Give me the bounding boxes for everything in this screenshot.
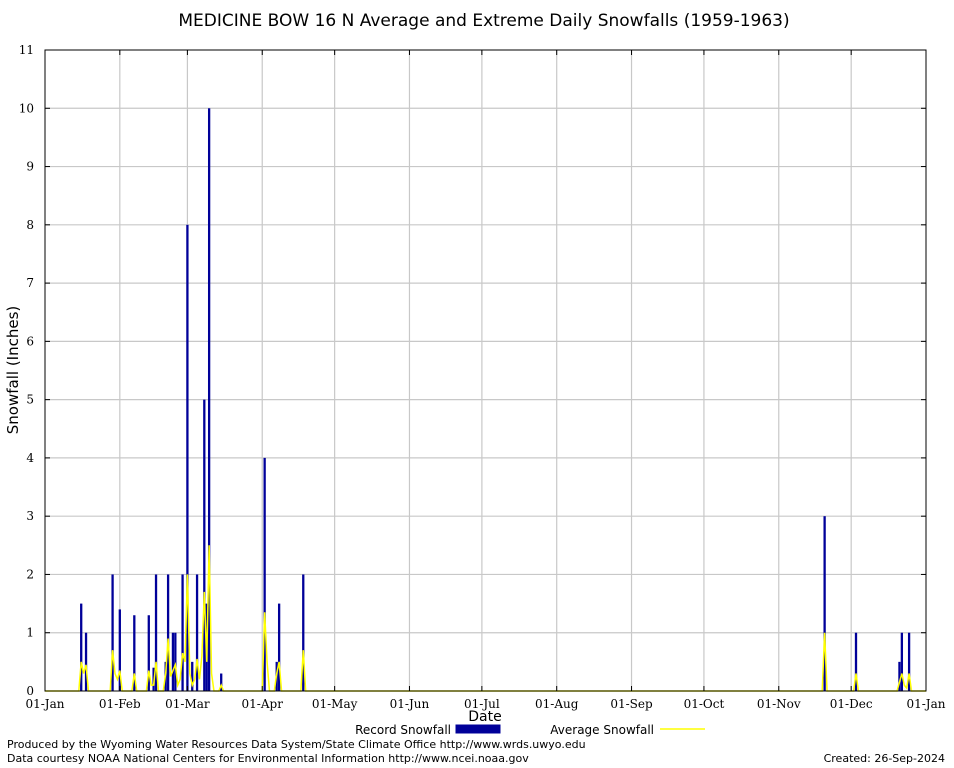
record-bar: [823, 516, 826, 691]
record-bar: [263, 457, 266, 691]
y-axis-label: Snowfall (Inches): [4, 306, 22, 434]
x-tick-label: 01-Apr: [242, 697, 284, 711]
x-tick-label: 01-Jan: [25, 697, 64, 711]
chart-title: MEDICINE BOW 16 N Average and Extreme Da…: [178, 11, 789, 31]
record-bar: [174, 632, 177, 691]
average-snowfall-line-group: [45, 545, 926, 692]
axis-ticks: 0 1 2 3 4 5 6 7 8 9 10 11 01-Jan 01-Feb 01-Mar 01-Apr 01…: [19, 43, 946, 711]
record-bar: [166, 574, 170, 691]
record-bar: [203, 399, 206, 691]
y-tick-label: 9: [26, 160, 34, 174]
x-tick-label: 01-Feb: [99, 697, 141, 711]
record-bar: [118, 609, 121, 691]
record-bar: [186, 224, 189, 691]
record-bar: [181, 574, 184, 691]
grid: [45, 50, 926, 691]
x-tick-label: 01-Mar: [165, 697, 210, 711]
record-bar: [900, 632, 904, 691]
y-tick-label: 7: [26, 276, 34, 290]
legend-average-label: Average Snowfall: [550, 723, 654, 737]
record-bar: [133, 615, 136, 691]
record-bar: [907, 632, 911, 691]
record-bar: [147, 615, 150, 691]
record-bar: [277, 603, 281, 691]
record-snowfall-bars: [80, 108, 911, 692]
y-tick-label: 2: [26, 567, 34, 581]
record-bar: [191, 661, 194, 691]
record-bar: [207, 108, 211, 692]
x-tick-label: 01-Jul: [464, 697, 500, 711]
record-bar: [80, 603, 83, 691]
credit-line-2: Data courtesy NOAA National Centers for …: [7, 752, 529, 765]
x-tick-label: 01-May: [312, 697, 358, 711]
y-tick-label: 11: [19, 43, 34, 57]
x-axis-label: Date: [468, 709, 501, 725]
y-tick-label: 10: [19, 101, 34, 115]
y-tick-label: 1: [26, 626, 34, 640]
record-bar: [154, 574, 158, 691]
legend: Record Snowfall Average Snowfall: [355, 723, 705, 737]
credit-line-1: Produced by the Wyoming Water Resources …: [7, 738, 586, 751]
x-tick-label: 01-Nov: [757, 697, 801, 711]
x-tick-label: 01-Oct: [684, 697, 725, 711]
x-tick-label: 01-Jun: [390, 697, 430, 711]
created-date: Created: 26-Sep-2024: [824, 752, 945, 765]
record-bar: [302, 574, 305, 691]
y-tick-label: 4: [26, 451, 34, 465]
record-bar: [111, 574, 114, 691]
legend-record-swatch: [455, 724, 501, 734]
average-snowfall-line: [45, 545, 926, 692]
x-tick-label: 01-Sep: [610, 697, 653, 711]
plot-frame: [44, 49, 927, 692]
record-bar: [84, 632, 88, 691]
record-bar: [220, 673, 223, 691]
legend-record-label: Record Snowfall: [355, 723, 451, 737]
record-bar: [854, 632, 858, 691]
x-tick-label: 01-Jan: [906, 697, 945, 711]
y-tick-label: 5: [26, 393, 34, 407]
y-tick-label: 0: [26, 684, 34, 698]
x-tick-label: 01-Dec: [830, 697, 873, 711]
x-tick-label: 01-Aug: [535, 697, 579, 711]
y-tick-label: 3: [26, 509, 34, 523]
record-bar: [195, 574, 199, 691]
y-tick-label: 6: [26, 334, 34, 348]
y-tick-label: 8: [26, 218, 34, 232]
record-bar: [898, 661, 901, 691]
record-bar: [171, 632, 175, 691]
